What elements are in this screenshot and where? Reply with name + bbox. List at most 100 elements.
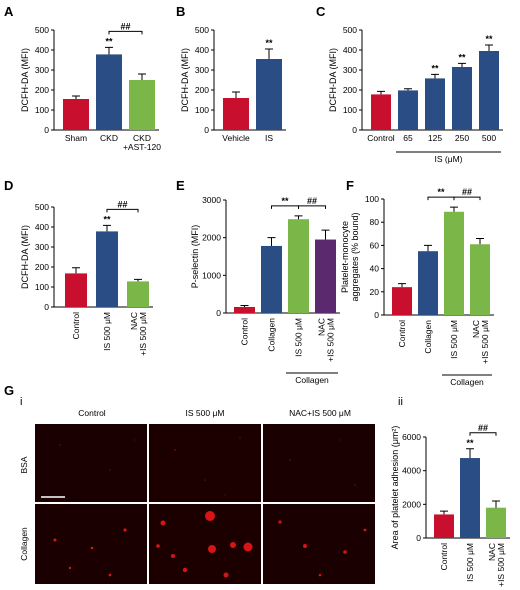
y-tick-label: 200 [35, 262, 49, 272]
group-label: Collagen [295, 375, 329, 385]
x-tick-label: Vehicle [222, 133, 250, 143]
y-axis-label: DCFH-DA (MFI) [328, 48, 338, 112]
y-tick-label: 0 [216, 308, 221, 318]
error-bar [267, 237, 276, 246]
micrograph-collagen-control [35, 504, 147, 584]
micrograph-col-is: IS 500 μM [186, 408, 225, 418]
x-tick-label: Sham [65, 133, 87, 143]
y-axis-label: P-selectin (MFI) [190, 225, 200, 289]
y-tick-label: 500 [35, 25, 49, 35]
y-tick-label: 200 [195, 85, 209, 95]
y-tick-label: 80 [370, 217, 380, 227]
x-tick-label: Control [71, 312, 81, 340]
x-tick-label: Control [240, 318, 250, 346]
significance-mark: ** [466, 438, 474, 448]
y-tick-label: 400 [343, 45, 357, 55]
significance-mark: ** [458, 52, 466, 62]
y-tick-label: 0 [352, 125, 357, 135]
error-bar [458, 62, 466, 67]
bar [234, 306, 255, 313]
bracket-label: ## [307, 196, 317, 206]
y-tick-label: 0 [44, 302, 49, 312]
y-tick-label: 4000 [402, 466, 421, 476]
bar [261, 245, 282, 313]
comparison-bracket [469, 432, 497, 436]
y-tick-label: 300 [195, 65, 209, 75]
bar [127, 281, 149, 307]
micrograph-col-nac: NAC+IS 500 μM [289, 408, 351, 418]
panel-label-e: E [176, 178, 185, 193]
bar [96, 54, 122, 130]
bar [444, 211, 464, 315]
significance-mark: ** [485, 34, 493, 44]
x-tick-label: NAC+IS 500 μM [471, 320, 490, 364]
significance-mark: ** [105, 36, 113, 46]
y-tick-label: 400 [35, 222, 49, 232]
panel-label-f: F [346, 178, 354, 193]
x-tick-label: NAC+IS 500 μM [487, 543, 506, 587]
y-axis-label: Platelet-monocyteaggregates (% bound) [340, 212, 360, 301]
error-bar [103, 224, 111, 232]
bar [479, 51, 499, 130]
x-tick-label: IS 500 μM [465, 543, 475, 582]
x-tick-label: NAC+IS 500 μM [129, 312, 148, 356]
y-tick-label: 500 [195, 25, 209, 35]
x-tick-label: Control [367, 133, 395, 143]
panel-label-c: C [316, 4, 326, 19]
y-tick-label: 0 [374, 310, 379, 320]
collagen-aggregates [53, 511, 367, 578]
y-tick-label: 100 [195, 105, 209, 115]
error-bar [404, 88, 412, 91]
micrograph-bsa-control [35, 424, 147, 502]
y-axis-label: DCFH-DA (MFI) [20, 48, 30, 112]
panel-g-sub-ii: ii [398, 396, 403, 408]
micrograph-col-control: Control [78, 408, 106, 418]
x-tick-label: NAC+IS 500 μM [317, 318, 336, 362]
error-bar [431, 73, 439, 79]
comparison-bracket [271, 205, 299, 209]
comparison-bracket [106, 208, 139, 213]
bsa-speckles [59, 437, 356, 496]
error-bar [240, 304, 249, 307]
y-tick-label: 300 [35, 65, 49, 75]
y-axis-label: DCFH-DA (MFI) [20, 225, 30, 289]
bar [434, 514, 454, 538]
error-bar [492, 500, 500, 508]
x-tick-label: IS [265, 133, 273, 143]
error-bar [476, 237, 484, 245]
x-tick-label: CKD [100, 133, 118, 143]
bar [418, 251, 438, 315]
bracket-label: ** [437, 187, 445, 197]
y-tick-label: 3000 [202, 195, 221, 205]
group-label: IS (μM) [434, 154, 462, 164]
error-bar [485, 44, 493, 51]
panel-label-a: A [4, 4, 14, 19]
y-tick-label: 2000 [402, 499, 421, 509]
micrograph-bsa-is [149, 424, 261, 502]
comparison-bracket [108, 30, 143, 35]
x-tick-label: Control [397, 320, 407, 348]
x-tick-label: IS 500 μM [449, 320, 459, 359]
bar [129, 80, 155, 130]
error-bar [134, 278, 142, 282]
error-bar [105, 46, 113, 55]
significance-mark: ** [103, 214, 111, 224]
chart-e: 0 1000 2000 3000 P-selectin (MFI) Control Coll… [190, 195, 340, 385]
x-tick-label: Collagen [423, 320, 433, 354]
x-tick-label: 65 [403, 133, 413, 143]
y-tick-label: 400 [195, 45, 209, 55]
micrograph-collagen-is [149, 504, 261, 584]
y-tick-label: 1000 [202, 270, 221, 280]
x-tick-label: 250 [455, 133, 469, 143]
x-tick-label: CKD +AST-120 [123, 133, 161, 152]
y-tick-label: 300 [343, 65, 357, 75]
y-axis-label: Area of platelet adhesion (μm²) [390, 426, 400, 550]
bar [65, 273, 87, 307]
bar [256, 59, 282, 130]
bar [470, 244, 490, 315]
error-bar [398, 283, 406, 288]
bracket-label: ## [478, 423, 488, 433]
y-tick-label: 0 [204, 125, 209, 135]
